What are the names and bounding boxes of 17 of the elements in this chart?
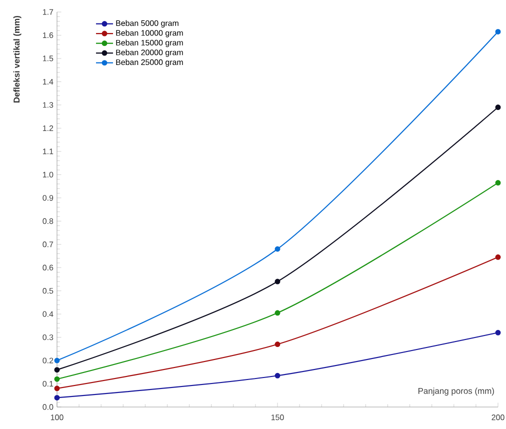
point	[54, 367, 60, 373]
point	[54, 376, 60, 382]
y-axis-title: Defleksi vertikal (mm)	[13, 16, 22, 102]
point	[495, 29, 501, 34]
point	[274, 278, 280, 284]
point	[274, 310, 280, 316]
point	[54, 394, 60, 400]
point	[274, 372, 280, 378]
point	[274, 246, 280, 252]
point	[274, 342, 280, 348]
point	[54, 358, 60, 364]
point	[495, 180, 501, 186]
x-axis-title: Panjang poros (mm)	[418, 388, 494, 396]
point	[54, 386, 60, 392]
point	[495, 330, 501, 336]
point	[495, 104, 501, 110]
point	[495, 254, 501, 260]
